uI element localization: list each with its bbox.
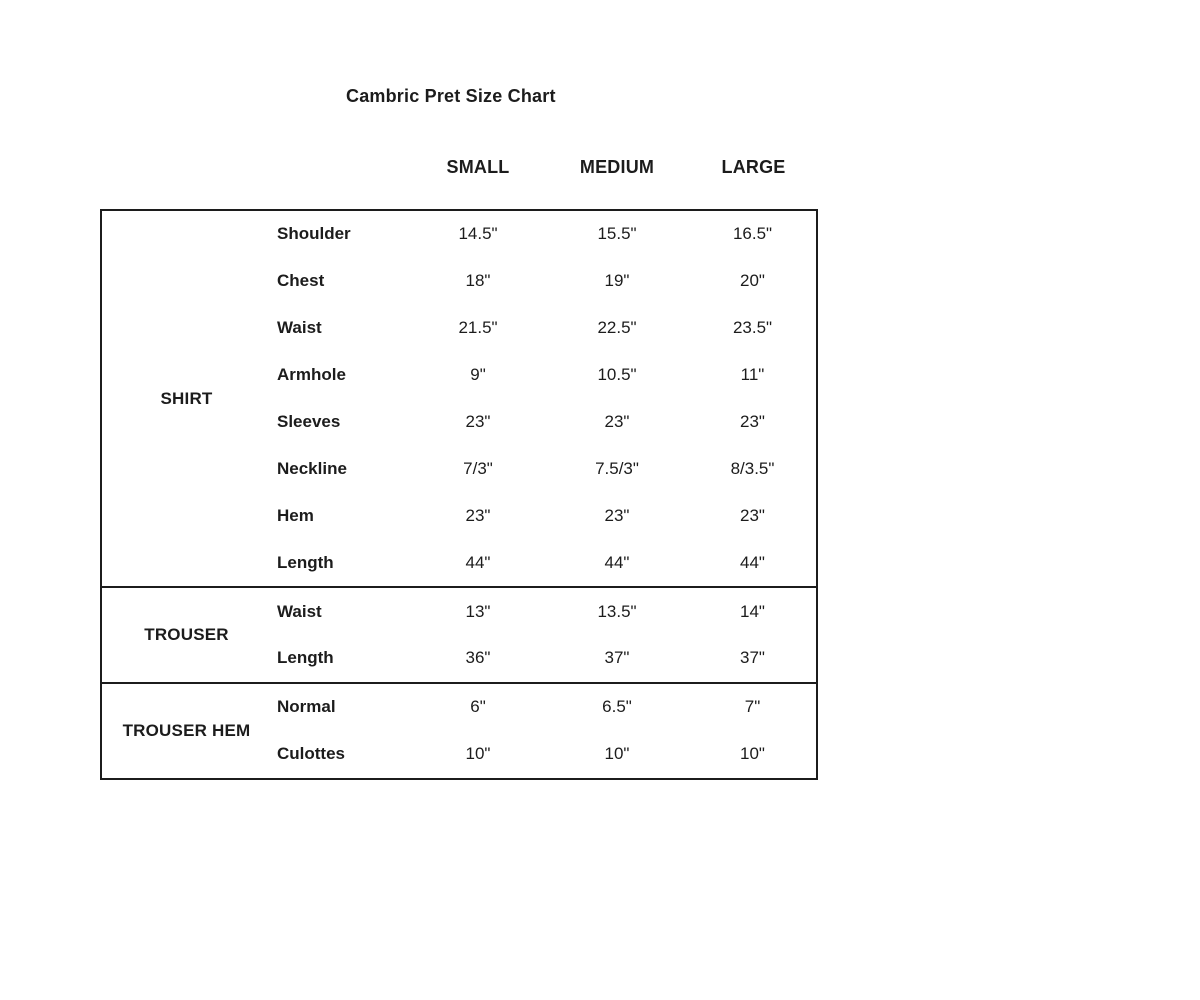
measurement-value: 44" xyxy=(604,552,630,572)
measurement-value: 37" xyxy=(740,648,765,668)
measurement-name: Chest xyxy=(277,271,325,291)
spacer-name-column xyxy=(271,150,411,184)
measurement-value: 13" xyxy=(465,601,491,621)
measurement-value: 36" xyxy=(465,648,491,668)
measurement-name: Normal xyxy=(277,697,336,717)
column-header-medium: MEDIUM xyxy=(579,156,655,177)
measurement-value: 9" xyxy=(470,365,486,385)
measurement-value: 15.5" xyxy=(597,224,637,244)
measurement-name: Sleeves xyxy=(277,412,341,431)
measurement-name: Length xyxy=(277,648,334,668)
measurement-value: 21.5" xyxy=(458,318,498,338)
measurement-name: Waist xyxy=(277,318,322,338)
measurement-value: 14" xyxy=(740,601,765,621)
spacer-label-column xyxy=(100,150,271,184)
measurement-value: 7/3" xyxy=(463,458,493,478)
measurement-value: 23" xyxy=(740,505,765,525)
measurement-name: Armhole xyxy=(277,365,346,385)
measurement-value: 7" xyxy=(744,697,761,717)
measurement-value: 14.5" xyxy=(458,224,498,244)
measurement-name: Neckline xyxy=(277,458,347,478)
measurement-value: 20" xyxy=(740,271,765,291)
measurement-value: 23.5" xyxy=(732,318,773,338)
measurement-value: 44" xyxy=(740,552,765,572)
measurement-value: 10.5" xyxy=(597,365,637,385)
measurement-value: 23" xyxy=(604,505,630,525)
measurement-name: Shoulder xyxy=(277,224,351,244)
section-trouser: TROUSER Waist 13" 13.5" 14" Length 36" 37" 37" xyxy=(102,586,816,682)
measurement-value: 10" xyxy=(604,744,630,764)
measurement-value: 7.5/3" xyxy=(595,458,639,478)
section-label: SHIRT xyxy=(160,388,213,408)
measurement-value: 23" xyxy=(465,412,491,431)
measurement-value: 13.5" xyxy=(597,601,637,621)
measurement-value: 16.5" xyxy=(732,224,773,244)
measurement-value: 6.5" xyxy=(602,697,632,717)
measurement-value: 22.5" xyxy=(597,318,637,338)
size-column-headers: SMALL MEDIUM LARGE xyxy=(100,150,818,184)
measurement-value: 10" xyxy=(740,744,765,764)
section-label: TROUSER HEM xyxy=(122,720,251,740)
measurement-name: Culottes xyxy=(277,744,345,764)
measurement-value: 19" xyxy=(604,271,630,291)
measurement-value: 18" xyxy=(465,271,491,291)
column-header-large: LARGE xyxy=(721,156,786,177)
measurement-name: Waist xyxy=(277,601,322,621)
measurement-name: Hem xyxy=(277,505,314,525)
section-shirt: SHIRT Shoulder 14.5" 15.5" 16.5" Chest 18" 19" 2… xyxy=(102,211,816,586)
measurement-value: 10" xyxy=(465,744,491,764)
measurement-name: Length xyxy=(277,552,334,572)
measurement-value: 37" xyxy=(604,648,630,668)
page-title: Cambric Pret Size Chart xyxy=(346,86,556,106)
measurement-value: 23" xyxy=(604,412,630,431)
measurement-value: 6" xyxy=(470,697,486,717)
measurement-value: 23" xyxy=(465,505,491,525)
column-header-small: SMALL xyxy=(446,156,510,177)
section-trouser-hem: TROUSER HEM Normal 6" 6.5" 7" Culottes 10" 10" 1… xyxy=(102,681,816,778)
measurement-value: 44" xyxy=(465,552,491,572)
section-label: TROUSER xyxy=(144,625,229,645)
measurement-value: 8/3.5" xyxy=(730,458,775,478)
size-chart-table: SHIRT Shoulder 14.5" 15.5" 16.5" Chest 18" 19" 2… xyxy=(100,209,818,780)
measurement-value: 11" xyxy=(740,365,765,385)
measurement-value: 23" xyxy=(740,412,765,431)
